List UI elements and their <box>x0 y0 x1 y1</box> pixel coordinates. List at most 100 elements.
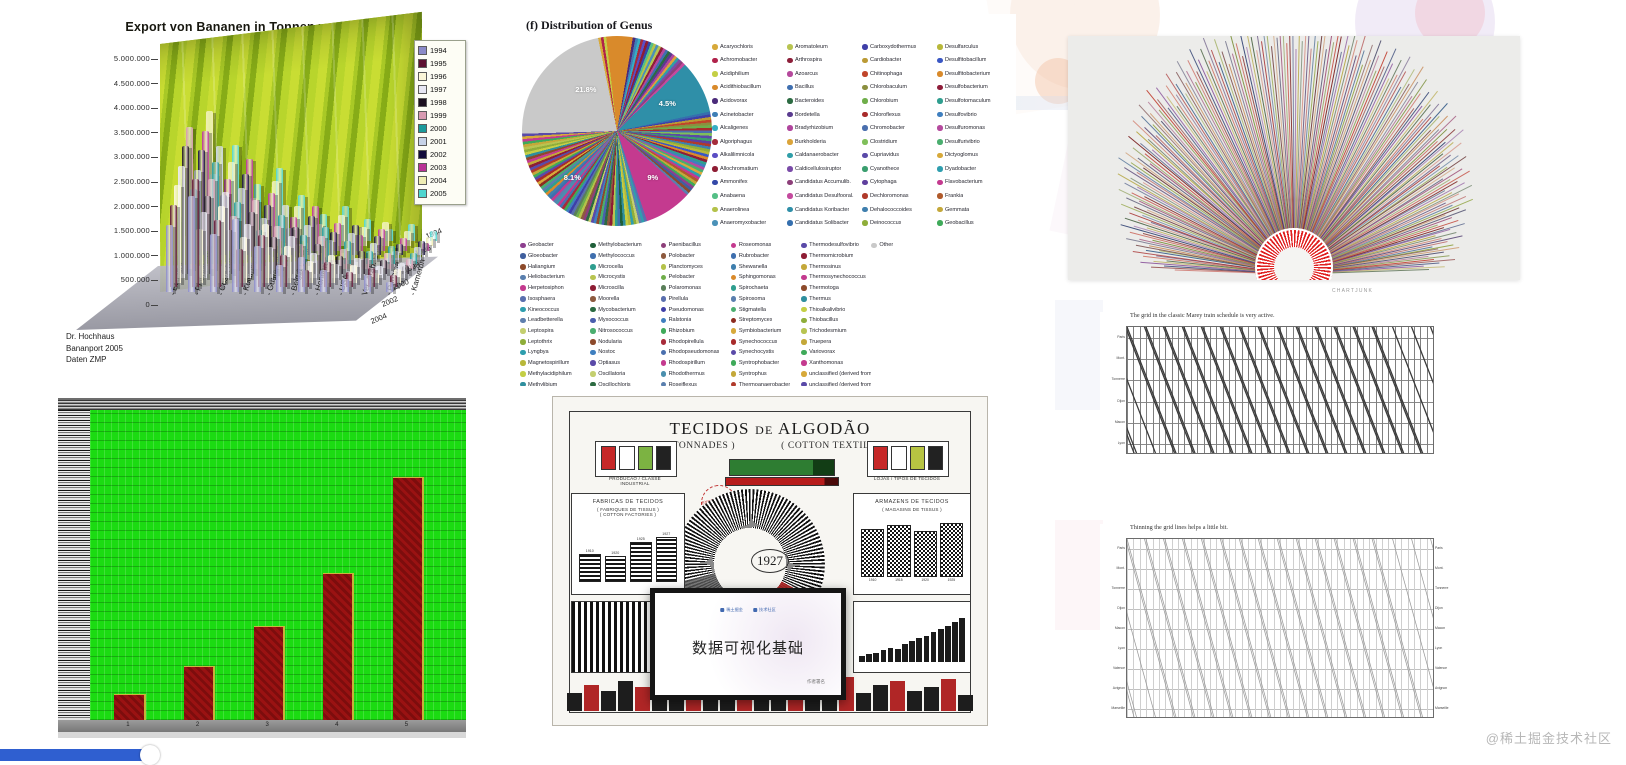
genus-legend-label: Rhodothermus <box>669 371 705 377</box>
genus-legend-dot <box>801 382 807 386</box>
genus-legend-dot <box>787 98 793 104</box>
slide-inner-canvas: 稀土掘金 技术社区 数据可视化基础 作者署名 <box>655 593 841 695</box>
genus-legend-label: Geobacillus <box>945 220 974 226</box>
genus-legend-dot <box>661 285 667 291</box>
banana-legend-swatch <box>418 85 427 94</box>
poster-left-bar-value: 1910 <box>586 549 594 553</box>
genus-legend-item: Bacteroides <box>787 94 862 108</box>
marey-station-label-right: Dijon <box>1435 606 1443 610</box>
genus-legend-dot <box>520 253 526 259</box>
genus-legend-dot <box>801 264 807 270</box>
banana-legend-swatch <box>418 176 427 185</box>
genus-legend-label: Rhodopseudomonas <box>669 349 720 355</box>
banana-year-depth-label: 2004 <box>369 311 388 326</box>
genus-legend-item: Mycobacterium <box>590 304 660 315</box>
genus-legend-label: Clostridium <box>870 139 897 145</box>
genus-legend-dot <box>731 307 737 313</box>
genus-legend-dot <box>787 71 793 77</box>
genus-legend-label: Sphingomonas <box>739 274 776 280</box>
genus-legend-item: Cardiobacter <box>862 54 937 68</box>
genus-legend-dot <box>661 318 667 324</box>
slide-overlay[interactable]: 稀土掘金 技术社区 数据可视化基础 作者署名 <box>650 588 846 700</box>
genus-legend-item: Nitrosococcus <box>590 326 660 337</box>
genus-legend-item: Desulfobacterium <box>937 81 1012 95</box>
poster-right-bar-label: 1920 <box>921 578 929 582</box>
genus-legend-dot <box>520 264 526 270</box>
poster-right-bar-wrap: 1925 <box>941 523 962 582</box>
genus-legend-dot <box>787 112 793 118</box>
genus-legend-item: Rhizobium <box>661 326 731 337</box>
genus-legend-label: Acidovorax <box>720 98 747 104</box>
genus-legend-dot <box>731 328 737 334</box>
genus-legend-dot <box>590 339 596 345</box>
genus-legend-dot <box>862 207 868 213</box>
genus-legend-label: unclassified (derived from Deltaproteo.) <box>809 382 871 386</box>
genus-legend-item: Anaeromyxobacter <box>712 216 787 230</box>
marey-station-label: Dijon <box>1117 399 1125 403</box>
poster-bottom-bar <box>618 681 633 711</box>
poster-right-bar-wrap: 1910 <box>862 529 883 582</box>
banana-bar <box>188 196 195 292</box>
banana-source-line: Bananport 2005 <box>66 343 123 355</box>
poster-step-bar <box>924 636 930 662</box>
genus-legend-dot <box>787 125 793 131</box>
genus-legend-dot <box>937 153 943 159</box>
genus-legend-dot <box>520 285 526 291</box>
genus-legend-item: Geobacillus <box>937 216 1012 230</box>
genus-legend-item: Myxococcus <box>590 315 660 326</box>
genus-legend-dot <box>520 360 526 366</box>
taskbar-strip[interactable] <box>0 749 146 761</box>
genus-legend-item: Leptospira <box>520 326 590 337</box>
genus-legend-label: Microcystis <box>598 274 625 280</box>
genus-legend-dot <box>731 285 737 291</box>
genus-legend-dot <box>937 220 943 226</box>
marey-station-label: Valence <box>1113 666 1125 670</box>
genus-legend-item: Nostoc <box>590 347 660 358</box>
genus-legend-item: Candidatus Desulfooral. <box>787 189 862 203</box>
green-chart-left-ruler <box>58 410 90 720</box>
genus-legend-label: Cardiobacter <box>870 57 901 63</box>
genus-legend-dot <box>787 207 793 213</box>
genus-legend-dot <box>712 125 718 131</box>
genus-legend-dot <box>712 71 718 77</box>
banana-y-tick: 3.500.000 <box>114 128 150 137</box>
genus-legend-label: Anaerolinea <box>720 207 749 213</box>
genus-legend-item: Polaromonas <box>661 283 731 294</box>
genus-legend-label: Candidatus Desulfooral. <box>795 193 854 199</box>
genus-legend-item: Roseomonas <box>731 240 801 251</box>
genus-legend-item: Candidatus Accumulib. <box>787 176 862 190</box>
slide-logo-right: 技术社区 <box>753 607 776 613</box>
genus-legend-item: Thermosinus <box>801 261 871 272</box>
poster-right-bar-label: 1910 <box>869 578 877 582</box>
genus-legend-dot <box>661 243 667 249</box>
radial-fan-caption: CHARTJUNK <box>1332 288 1373 294</box>
poster-left-bar-wrap: 1925 <box>631 537 651 582</box>
poster-lower-right-box <box>853 601 971 673</box>
genus-legend-label: Acidiphilium <box>720 71 749 77</box>
genus-legend-item: Algoriphagus <box>712 135 787 149</box>
poster-right-bar <box>861 529 884 577</box>
genus-legend-label: Nostoc <box>598 349 615 355</box>
marey-station-label-right: Mont. <box>1435 566 1443 570</box>
genus-legend-label: Planctomyces <box>669 264 703 270</box>
genus-legend-dot <box>787 139 793 145</box>
genus-legend-item: Microcella <box>590 261 660 272</box>
genus-legend-item: Dyadobacter <box>937 162 1012 176</box>
banana-legend-row: 2004 <box>418 174 462 187</box>
genus-legend-item: Rhodopseudomonas <box>661 347 731 358</box>
genus-legend-dot <box>590 253 596 259</box>
green-chart-scrollbar[interactable] <box>58 732 466 738</box>
genus-legend-dot <box>712 153 718 159</box>
genus-legend-label: Acinetobacter <box>720 112 754 118</box>
genus-legend-dot <box>712 58 718 64</box>
genus-legend-item: Chromobacter <box>862 121 937 135</box>
genus-legend-dot <box>731 275 737 281</box>
banana-legend-row: 2005 <box>418 187 462 200</box>
genus-legend-label: Stigmatella <box>739 307 766 313</box>
genus-legend-item: Desulfuromonas <box>937 121 1012 135</box>
banana-legend-label: 1998 <box>430 99 447 107</box>
genus-legend-item: Chlorobium <box>862 94 937 108</box>
genus-legend-item: Bacillus <box>787 81 862 95</box>
genus-legend-item: Methylibium <box>520 379 590 386</box>
